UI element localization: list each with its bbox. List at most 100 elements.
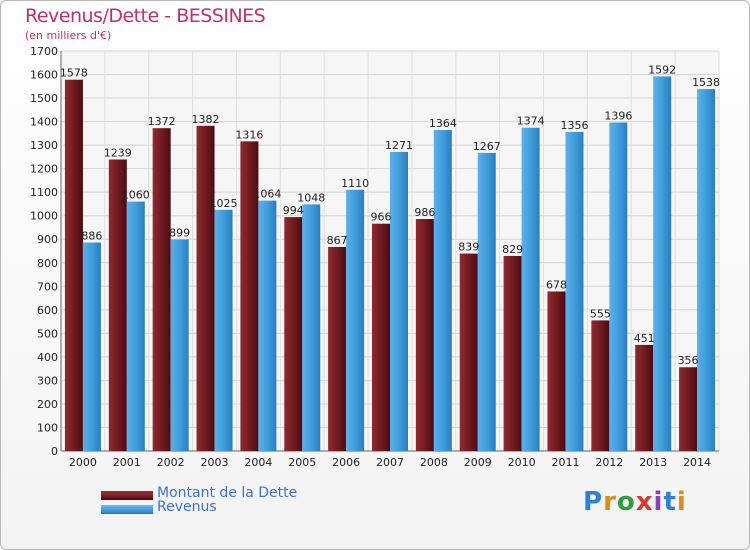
x-tick-label-2001: 2001 (113, 456, 141, 469)
x-tick-label-2011: 2011 (551, 456, 579, 469)
y-tick-label-1500: 1500 (30, 92, 58, 105)
y-tick-label-1000: 1000 (30, 210, 58, 223)
bar-dette-2003 (196, 125, 215, 451)
x-tick-label-2004: 2004 (244, 456, 272, 469)
data-label-dette-2005: 994 (283, 204, 304, 217)
logo-letter: t (663, 487, 677, 517)
bar-dette-2005 (284, 217, 303, 451)
bar-revenus-2014 (697, 89, 716, 451)
y-tick-label-1400: 1400 (30, 116, 58, 129)
bar-dette-2000 (64, 79, 83, 452)
data-label-revenus-2001: 1060 (122, 189, 150, 202)
chart-title: Revenus/Dette - BESSINES (25, 5, 266, 27)
bar-dette-2010 (503, 255, 522, 451)
data-label-revenus-2009: 1267 (473, 140, 501, 153)
x-tick-label-2012: 2012 (595, 456, 623, 469)
logo-letter: x (635, 487, 654, 517)
logo-letter: o (616, 487, 636, 517)
data-label-revenus-2013: 1592 (648, 63, 676, 76)
legend-label-revenus: Revenus (157, 499, 217, 515)
data-label-dette-2003: 1382 (192, 113, 220, 126)
data-label-revenus-2007: 1271 (385, 139, 413, 152)
data-label-dette-2000: 1578 (60, 67, 88, 80)
x-tick-label-2009: 2009 (464, 456, 492, 469)
data-label-dette-2013: 451 (634, 332, 655, 345)
x-tick-label-2014: 2014 (683, 456, 711, 469)
data-label-dette-2008: 986 (414, 206, 435, 219)
bar-dette-2006 (328, 247, 347, 451)
bar-dette-2011 (547, 291, 566, 451)
data-label-revenus-2012: 1396 (604, 110, 632, 123)
data-label-revenus-2000: 886 (81, 230, 102, 243)
bar-dette-2013 (635, 344, 654, 451)
data-label-revenus-2008: 1364 (429, 117, 457, 130)
bar-revenus-2008 (433, 130, 452, 451)
bar-dette-2002 (152, 128, 171, 452)
y-tick-label-100: 100 (37, 421, 58, 434)
y-tick-label-1300: 1300 (30, 139, 58, 152)
data-label-revenus-2010: 1374 (517, 115, 545, 128)
bar-dette-2007 (372, 223, 390, 451)
data-label-revenus-2005: 1048 (297, 191, 325, 204)
logo-letter: r (603, 487, 617, 517)
x-tick-label-2006: 2006 (332, 456, 360, 469)
data-label-revenus-2002: 899 (169, 226, 190, 239)
data-label-revenus-2006: 1110 (341, 177, 369, 190)
chart-subtitle: (en milliers d'€) (25, 29, 112, 42)
y-tick-label-300: 300 (37, 374, 58, 387)
bar-revenus-2013 (653, 76, 672, 451)
data-label-dette-2001: 1239 (104, 146, 132, 159)
data-label-revenus-2014: 1538 (692, 76, 720, 89)
y-tick-label-1100: 1100 (30, 186, 58, 199)
bar-revenus-2000 (82, 242, 101, 451)
bar-revenus-2005 (302, 204, 321, 451)
bar-revenus-2003 (214, 209, 233, 451)
legend-swatch-revenus (101, 505, 153, 514)
bar-revenus-2012 (609, 122, 628, 451)
bar-dette-2009 (459, 253, 478, 451)
bar-revenus-2010 (521, 127, 540, 452)
data-label-revenus-2003: 1025 (210, 197, 238, 210)
y-tick-label-400: 400 (37, 351, 58, 364)
data-label-dette-2006: 867 (327, 234, 348, 247)
y-tick-label-0: 0 (51, 445, 58, 458)
bar-revenus-2006 (346, 189, 365, 451)
y-tick-label-900: 900 (37, 233, 58, 246)
proxiti-logo: Proxiti (583, 487, 687, 517)
bar-revenus-2002 (170, 239, 189, 451)
logo-letter: P (583, 487, 604, 517)
x-tick-label-2013: 2013 (639, 456, 667, 469)
data-label-dette-2004: 1316 (235, 128, 263, 141)
data-label-revenus-2004: 1064 (253, 188, 281, 201)
bar-dette-2014 (679, 367, 698, 451)
bar-revenus-2004 (258, 200, 277, 451)
data-label-dette-2011: 678 (546, 278, 567, 291)
bar-dette-2008 (415, 219, 434, 451)
data-label-dette-2010: 829 (502, 243, 523, 256)
y-tick-label-200: 200 (37, 398, 58, 411)
data-label-dette-2002: 1372 (148, 115, 176, 128)
data-label-dette-2009: 839 (458, 241, 479, 254)
bar-dette-2012 (591, 320, 610, 451)
x-tick-label-2003: 2003 (201, 456, 229, 469)
x-tick-label-2010: 2010 (508, 456, 536, 469)
legend-swatch-dette (101, 491, 153, 500)
x-tick-label-2008: 2008 (420, 456, 448, 469)
y-tick-label-500: 500 (37, 327, 58, 340)
x-tick-label-2005: 2005 (288, 456, 316, 469)
y-tick-label-1600: 1600 (30, 69, 58, 82)
x-tick-label-2002: 2002 (157, 456, 185, 469)
y-tick-label-700: 700 (37, 280, 58, 293)
x-tick-label-2007: 2007 (376, 456, 404, 469)
data-label-revenus-2011: 1356 (560, 119, 588, 132)
data-label-dette-2007: 966 (371, 211, 392, 224)
y-tick-label-600: 600 (37, 304, 58, 317)
bar-revenus-2007 (390, 151, 408, 452)
x-tick-label-2000: 2000 (69, 456, 97, 469)
logo-letter: i (676, 487, 687, 517)
legend-label-dette: Montant de la Dette (157, 485, 298, 501)
data-label-dette-2012: 555 (590, 307, 611, 320)
bar-revenus-2011 (565, 131, 584, 452)
y-tick-label-1700: 1700 (30, 45, 58, 58)
